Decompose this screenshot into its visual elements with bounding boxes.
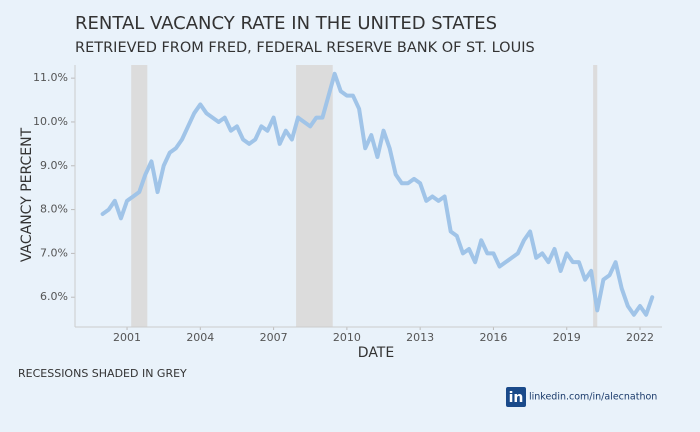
x-tick-label: 2013 [406,331,434,344]
x-tick-label: 2016 [479,331,507,344]
x-axis-label: DATE [358,345,394,361]
chart-subtitle: RETRIEVED FROM FRED, FEDERAL RESERVE BAN… [75,40,535,56]
y-tick-label: 7.0% [40,246,68,259]
y-tick-label: 11.0% [33,71,68,84]
x-tick-label: 2004 [186,331,214,344]
data-line [100,71,655,317]
x-tick-label: 2001 [113,331,141,344]
logo-box [506,387,526,407]
y-tick-label: 8.0% [40,203,68,216]
chart-title: RENTAL VACANCY RATE IN THE UNITED STATES [75,13,497,34]
y-tick-label: 9.0% [40,159,68,172]
recession-band [593,65,598,327]
credit: linkedin.com/in/alecnathon [529,392,657,403]
recession-band [131,65,148,327]
x-tick-label: 2022 [626,331,654,344]
x-tick-label: 2007 [260,331,288,344]
logo-text: in [509,390,524,406]
y-tick-label: 6.0% [40,290,68,303]
x-tick-label: 2010 [333,331,361,344]
plot-area: 6.0% 7.0% 8.0% 9.0% 10.0% 11.0% 2001 2004 2007 20… [33,65,662,344]
y-axis-label: VACANCY PERCENT [19,127,35,262]
y-tick-label: 10.0% [33,115,68,128]
annotation: RECESSIONS SHADED IN GREY [18,367,187,380]
x-tick-label: 2019 [553,331,581,344]
